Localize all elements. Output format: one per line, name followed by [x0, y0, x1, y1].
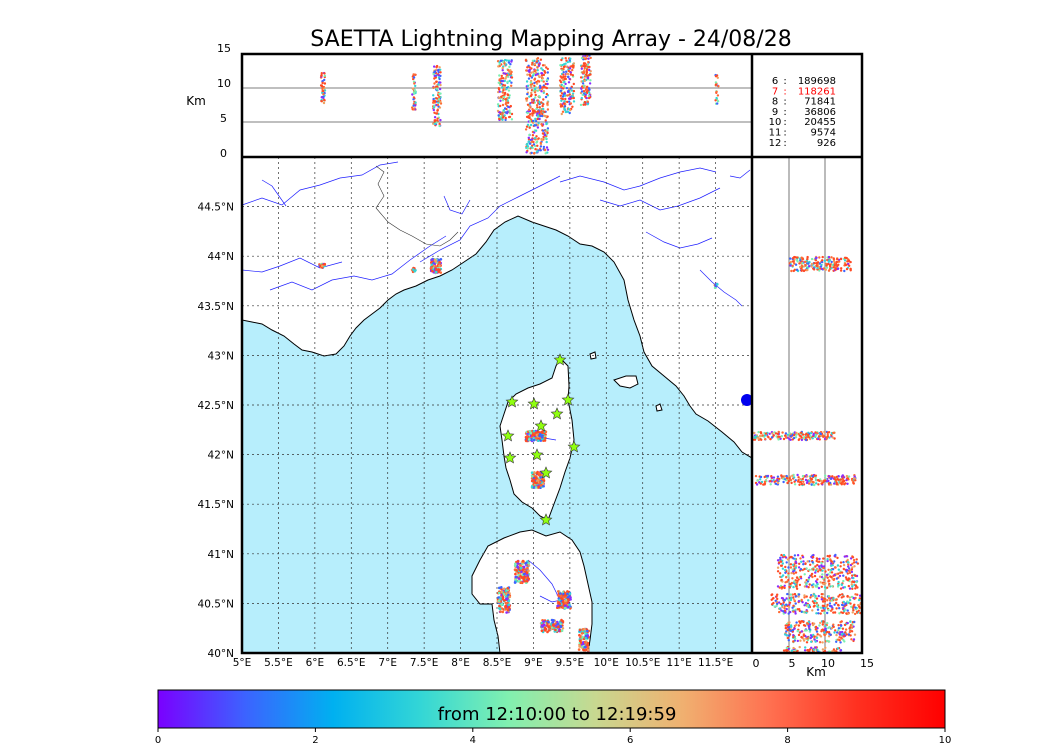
station-star-icon	[539, 513, 553, 526]
station-count: 189698	[798, 76, 836, 87]
location-marker	[741, 394, 752, 406]
panel-frames	[240, 52, 864, 655]
longitude-label: 5°E	[233, 657, 252, 669]
latitude-label: 44.5°N	[198, 202, 234, 214]
side-axis-label: Km	[806, 665, 826, 679]
count-separator: :	[783, 138, 786, 149]
latitude-label: 44°N	[208, 251, 234, 263]
latitude-label: 43.5°N	[198, 301, 234, 313]
colorbar-gradient	[157, 689, 946, 729]
station-number: 8	[772, 97, 778, 108]
longitude-label: 11°E	[667, 657, 692, 669]
station-number: 7	[772, 86, 778, 97]
station-star-icon	[561, 393, 575, 406]
lma-stations	[501, 353, 581, 526]
station-counts-list: 6: 189698 7: 118261 8: 71841 9: 36806 10: 20455 11…	[769, 76, 836, 149]
altitude-latitude-panel: 0 5 10 15 Km	[752, 157, 874, 679]
mainland	[242, 157, 752, 459]
station-star-icon	[550, 407, 564, 420]
colorbar-tick-label: 0	[155, 735, 161, 746]
count-separator: :	[783, 86, 786, 97]
national-border	[375, 165, 459, 247]
station-star-icon	[553, 353, 567, 366]
station-star-icon	[501, 429, 515, 442]
station-count: 118261	[798, 86, 836, 97]
elba-island	[613, 375, 639, 389]
time-colorbar: from 12:10:00 to 12:19:59 0 2 4 6 8 10	[155, 689, 952, 746]
station-counts-box: 6: 189698 7: 118261 8: 71841 9: 36806 10: 20455 11…	[752, 54, 862, 156]
longitude-label: 10.5°E	[625, 657, 660, 669]
station-star-icon	[505, 395, 519, 408]
map-panel	[242, 157, 752, 653]
longitude-label: 8.5°E	[483, 657, 512, 669]
longitude-label: 7°E	[378, 657, 397, 669]
longitude-label: 9°E	[524, 657, 543, 669]
latitude-label: 42.5°N	[198, 400, 234, 412]
latitude-label: 42°N	[208, 450, 234, 462]
colorbar-caption: from 12:10:00 to 12:19:59	[438, 704, 677, 725]
altitude-tick: 5	[220, 112, 227, 125]
station-star-icon	[567, 440, 581, 453]
altitude-tick-labels: 15 10 5 0	[217, 42, 231, 160]
altitude-tick: 15	[217, 42, 231, 55]
altitude-tick: 10	[217, 77, 231, 90]
longitude-label: 7.5°E	[410, 657, 439, 669]
latitude-label: 40.5°N	[198, 598, 234, 610]
station-number: 11	[769, 128, 782, 139]
colorbar-tick-label: 4	[470, 735, 476, 746]
colorbar-tick-label: 10	[939, 735, 952, 746]
map-lightning-sources	[318, 257, 719, 653]
colorbar-tick-label: 2	[312, 735, 318, 746]
latitude-labels: 44.5°N 44°N 43.5°N 43°N 42.5°N 42°N 41.5°N 41°N…	[198, 202, 234, 660]
count-separator: :	[783, 76, 786, 87]
station-star-icon	[534, 419, 548, 432]
longitude-altitude-panel: 15 10 5 0 Km	[186, 42, 752, 160]
station-count: 20455	[804, 117, 836, 128]
station-count: 71841	[804, 97, 836, 108]
station-star-icon	[503, 451, 517, 464]
latitude-label: 43°N	[208, 350, 234, 362]
colorbar-ticks: 0 2 4 6 8 10	[155, 728, 952, 746]
station-star-icon	[527, 397, 541, 410]
count-separator: :	[783, 107, 786, 118]
longitude-label: 5.5°E	[264, 657, 293, 669]
side-tick: 15	[860, 657, 874, 670]
side-tick: 5	[789, 657, 796, 670]
colorbar-tick-label: 8	[784, 735, 790, 746]
longitude-label: 8°E	[451, 657, 470, 669]
station-star-icon	[530, 448, 544, 461]
longitude-label: 9.5°E	[556, 657, 585, 669]
station-number: 10	[769, 117, 782, 128]
station-number: 9	[772, 107, 778, 118]
longitude-label: 6.5°E	[337, 657, 366, 669]
figure-title: SAETTA Lightning Mapping Array - 24/08/2…	[310, 27, 791, 52]
colorbar-tick-label: 6	[627, 735, 633, 746]
station-count: 9574	[811, 128, 836, 139]
station-count: 926	[817, 138, 836, 149]
longitude-label: 10°E	[594, 657, 619, 669]
latitude-label: 41.5°N	[198, 499, 234, 511]
station-star-icon	[539, 466, 553, 479]
longitude-labels: 5°E 5.5°E 6°E 6.5°E 7°E 7.5°E 8°E 8.5°E 9°E 9.5°E…	[233, 657, 733, 669]
station-number: 12	[769, 138, 782, 149]
count-separator: :	[783, 97, 786, 108]
longitude-label: 6°E	[306, 657, 325, 669]
station-number: 6	[772, 76, 778, 87]
map-gridlines	[242, 157, 752, 653]
altitude-axis-label: Km	[186, 94, 206, 108]
side-tick: 10	[821, 657, 835, 670]
side-tick: 0	[753, 657, 760, 670]
latitude-label: 41°N	[208, 549, 234, 561]
longitude-label: 11.5°E	[698, 657, 733, 669]
altitude-tick: 0	[220, 147, 227, 160]
count-separator: :	[783, 128, 786, 139]
latitude-label: 40°N	[208, 648, 234, 660]
count-separator: :	[783, 117, 786, 128]
station-count: 36806	[804, 107, 836, 118]
